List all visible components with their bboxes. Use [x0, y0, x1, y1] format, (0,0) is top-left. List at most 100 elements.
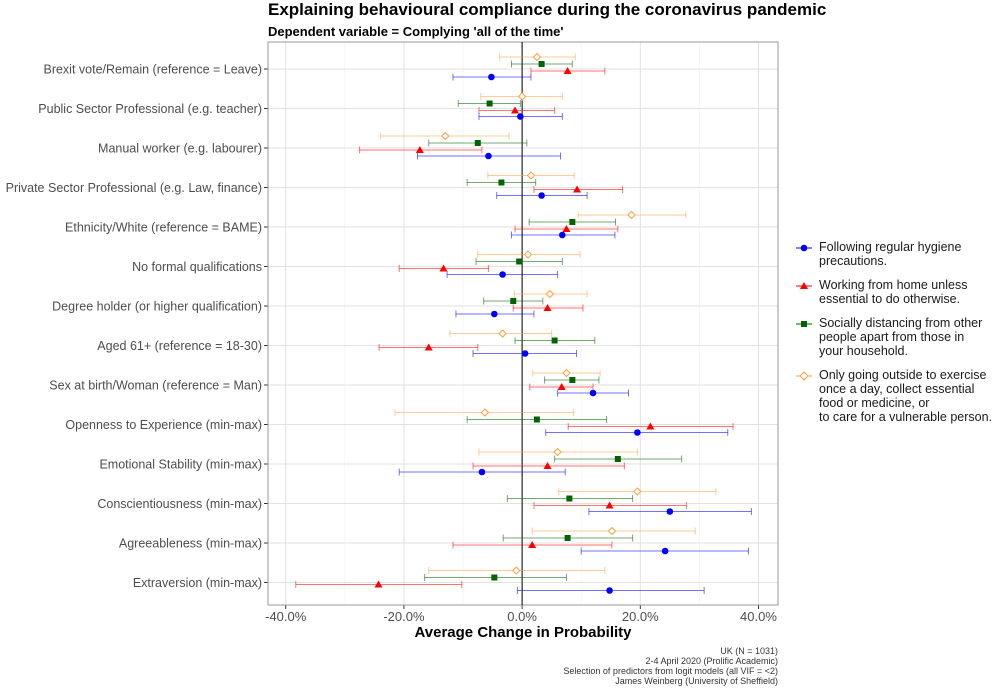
- data-point-group: [510, 231, 616, 239]
- x-tick-label: -40.0%: [265, 609, 307, 624]
- legend: Following regular hygiene precautions. W…: [795, 240, 1000, 434]
- data-point-group: [477, 250, 581, 259]
- data-point-group: [588, 508, 752, 515]
- data-point-group: [528, 218, 616, 226]
- x-axis-label: Average Change in Probability: [414, 624, 632, 641]
- data-point: [533, 416, 540, 423]
- x-tick-label: 0.0%: [507, 609, 537, 624]
- legend-label: Working from home unless essential to do…: [819, 278, 968, 306]
- data-point: [485, 152, 492, 160]
- square-marker-icon: [796, 321, 812, 327]
- data-point: [543, 304, 552, 311]
- data-point: [564, 535, 571, 541]
- x-tick-label: 40.0%: [740, 609, 777, 624]
- data-point: [562, 225, 571, 232]
- y-tick-label: Manual worker (e.g. labourer): [98, 142, 262, 156]
- data-point-group: [533, 185, 624, 193]
- data-point-group: [483, 297, 544, 305]
- data-point-group: [398, 468, 566, 476]
- plot-panel: [268, 42, 778, 605]
- y-tick-label: Brexit vote/Remain (reference = Leave): [43, 63, 262, 77]
- data-point-group: [428, 139, 528, 147]
- data-point: [491, 310, 498, 318]
- data-point-group: [506, 495, 634, 502]
- data-point-group: [424, 574, 567, 581]
- y-tick-label: Emotional Stability (min-max): [99, 458, 262, 472]
- data-point-group: [544, 376, 600, 384]
- y-tick-label: Private Sector Professional (e.g. Law, f…: [6, 181, 262, 195]
- data-point-group: [472, 462, 625, 470]
- legend-label: Only going outside to exercise once a da…: [819, 368, 993, 424]
- data-point-group: [472, 350, 577, 357]
- data-point: [545, 289, 555, 299]
- data-point-group: [466, 416, 608, 423]
- data-point: [573, 185, 582, 193]
- data-point: [589, 389, 597, 397]
- data-point-group: [478, 447, 638, 457]
- data-point: [517, 113, 524, 120]
- data-point: [661, 547, 669, 555]
- data-point: [480, 408, 490, 417]
- data-point-group: [446, 271, 559, 278]
- y-tick-label: Sex at birth/Woman (reference = Man): [49, 379, 262, 393]
- chart-subtitle: Dependent variable = Complying 'all of t…: [268, 24, 564, 39]
- data-point: [491, 574, 498, 581]
- data-point-group: [379, 131, 510, 141]
- triangle-marker-icon: [796, 282, 812, 289]
- caption-line: UK (N = 1031): [720, 646, 778, 656]
- data-point-group: [567, 422, 734, 430]
- data-point: [627, 210, 636, 220]
- legend-item: Socially distancing from other people ap…: [795, 316, 1000, 358]
- data-point-group: [457, 100, 521, 107]
- x-tick-label: 20.0%: [622, 609, 659, 624]
- data-point-group: [510, 60, 573, 68]
- data-point-group: [394, 408, 575, 417]
- data-point: [646, 422, 655, 430]
- data-point: [511, 566, 521, 575]
- data-point-group: [554, 455, 683, 463]
- data-point: [551, 337, 558, 344]
- data-point: [605, 501, 614, 509]
- data-point: [569, 219, 576, 225]
- plot-border: [267, 41, 779, 606]
- y-tick-label: Conscientiousness (min-max): [97, 497, 262, 511]
- data-point-group: [532, 368, 601, 378]
- legend-item: Working from home unless essential to do…: [795, 278, 1000, 306]
- data-point: [498, 329, 507, 338]
- data-point: [666, 508, 674, 515]
- data-point-group: [428, 566, 606, 575]
- data-point: [634, 429, 641, 436]
- data-point-group: [499, 52, 576, 62]
- legend-item: Following regular hygiene precautions.: [795, 240, 1000, 268]
- y-tick-label: Agreeableness (min-max): [119, 537, 262, 551]
- data-point-group: [502, 534, 634, 542]
- data-point-group: [514, 337, 596, 344]
- data-point: [486, 100, 493, 107]
- data-point: [488, 73, 495, 81]
- data-point: [562, 368, 571, 378]
- data-point-group: [398, 264, 489, 272]
- y-tick-label: Aged 61+ (reference = 18-30): [97, 339, 262, 353]
- data-point: [415, 146, 424, 153]
- data-point-group: [478, 113, 563, 120]
- data-point: [510, 298, 517, 304]
- data-point-group: [557, 389, 629, 397]
- data-point: [517, 92, 527, 101]
- y-tick-label: Openness to Experience (min-max): [65, 418, 262, 432]
- data-point-group: [475, 258, 563, 265]
- circle-marker-icon: [796, 244, 812, 252]
- data-point-group: [531, 526, 696, 536]
- data-point-group: [466, 179, 537, 186]
- data-point: [424, 343, 433, 351]
- data-point-group: [558, 487, 717, 496]
- legend-label: Following regular hygiene precautions.: [819, 240, 962, 268]
- y-tick-label: Public Sector Professional (e.g. teacher…: [38, 102, 262, 116]
- data-point: [439, 264, 448, 272]
- data-point: [478, 468, 486, 476]
- data-point-group: [452, 541, 613, 549]
- data-point: [532, 52, 542, 62]
- y-tick-label: No formal qualifications: [132, 260, 262, 274]
- data-point-group: [487, 171, 575, 180]
- data-point-group: [514, 225, 619, 233]
